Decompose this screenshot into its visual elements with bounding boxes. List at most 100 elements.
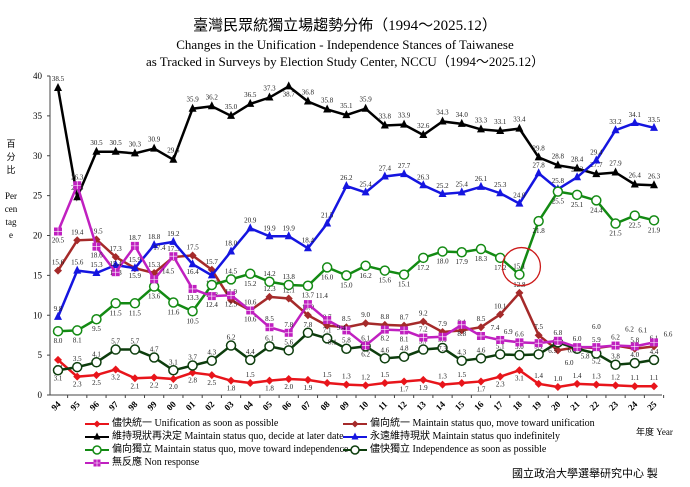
data-point [361, 381, 370, 390]
data-point-cross [534, 339, 543, 348]
data-point [129, 344, 141, 355]
data-point [610, 218, 621, 229]
series-6: 20.5 26.3 18.6 15.4 18.7 14.5 17.4 13.3 12.4 12.5… [52, 173, 673, 367]
data-point [514, 269, 525, 280]
data-label: 1.5 [380, 371, 389, 379]
data-label: 3.8 [611, 353, 620, 361]
x-tick-label: 02 [203, 399, 217, 413]
data-point [93, 459, 101, 467]
data-label: 35.1 [340, 102, 353, 110]
x-tick-label: 95 [68, 399, 82, 413]
data-label: 3.1 [54, 374, 63, 382]
data-label: 18.0 [436, 257, 449, 265]
data-point [188, 259, 197, 268]
legend-label: 儘快獨立 Independence as soon as possible [370, 444, 547, 455]
data-point [361, 319, 370, 328]
data-label: 15.1 [513, 263, 526, 271]
data-point [227, 246, 236, 255]
y-axis-label: 百分比 Percentage [4, 138, 18, 242]
data-point [398, 269, 410, 280]
data-label: 2.5 [92, 379, 101, 387]
x-tick-label: 23 [607, 399, 621, 413]
data-point [534, 379, 543, 388]
legend-item-independence-asap: 儘快獨立 Independence as soon as possible [342, 444, 546, 456]
data-label: 17.3 [167, 245, 180, 253]
data-label: 9.2 [419, 310, 428, 318]
data-label: 10.6 [244, 298, 257, 306]
data-point [227, 291, 236, 300]
data-label: 9.8 [54, 305, 63, 313]
legend-item-non-response: 無反應 Non response [84, 457, 199, 469]
data-point [380, 120, 389, 129]
data-point [400, 326, 409, 335]
data-point [110, 344, 121, 355]
series-0: 4.42.32.53.22.12.22.02.82.51.81.51.82.01… [54, 355, 659, 393]
data-point [341, 270, 352, 281]
data-point-cross [150, 275, 159, 284]
data-label: 1.8 [227, 385, 236, 393]
data-point [515, 366, 524, 375]
data-label: 8.0 [54, 337, 63, 345]
data-label: 2.3 [73, 381, 82, 389]
data-point [418, 252, 429, 264]
data-point [629, 357, 641, 369]
data-label: 1.1 [630, 374, 639, 382]
data-point [92, 267, 101, 276]
data-label: 26.3 [71, 173, 84, 181]
data-label: 8.8 [380, 313, 389, 321]
data-label: 15.0 [340, 281, 353, 289]
data-label: 36.2 [206, 93, 219, 101]
data-label: 3.1 [169, 358, 178, 366]
data-point [496, 335, 505, 344]
data-label: 9.0 [361, 311, 370, 319]
data-label: 4.6 [380, 346, 389, 354]
data-point [150, 240, 159, 249]
x-tick-label: 15 [453, 399, 467, 413]
x-tick-label: 09 [338, 399, 352, 413]
x-tick-label: 10 [357, 399, 371, 413]
data-label: 6.5 [548, 347, 557, 355]
data-point [284, 231, 293, 240]
data-point-cross [457, 320, 466, 329]
data-label: 25.3 [494, 181, 507, 189]
data-label: 24.0 [513, 192, 526, 200]
data-point [400, 169, 409, 178]
data-point [611, 125, 620, 134]
data-label: 4.3 [457, 349, 466, 357]
data-label: 2.3 [496, 381, 505, 389]
data-label: 15.2 [244, 280, 257, 288]
x-tick-label: 03 [222, 399, 236, 413]
data-point-cross [400, 326, 409, 335]
data-point [400, 377, 409, 386]
data-point-cross [342, 326, 351, 335]
data-label: 8.1 [400, 335, 409, 343]
data-point [457, 379, 466, 388]
data-label: 2.5 [207, 379, 216, 387]
data-point [437, 342, 448, 354]
data-label: 7.2 [419, 326, 428, 334]
data-label: 3.5 [73, 355, 82, 363]
data-label: 1.3 [438, 373, 447, 381]
data-point [592, 169, 601, 178]
data-point [648, 215, 660, 226]
data-label: 36.5 [244, 91, 257, 99]
data-point [496, 126, 505, 135]
data-label: 4.0 [630, 351, 639, 359]
x-tick-label: 97 [107, 399, 121, 413]
data-point [342, 110, 351, 119]
data-label: 15.6 [379, 277, 392, 285]
data-label: 25.1 [571, 201, 584, 209]
data-label: 1.5 [246, 371, 255, 379]
data-label: 12.1 [283, 287, 296, 295]
data-point [419, 333, 428, 342]
data-point [534, 152, 543, 161]
data-label: 22.5 [629, 222, 642, 230]
data-point [592, 155, 601, 164]
data-label: 6.1 [265, 334, 274, 342]
data-label: 26.4 [629, 171, 642, 179]
data-point [323, 104, 332, 113]
x-tick-label: 12 [395, 399, 409, 413]
data-point [534, 331, 543, 340]
data-point [148, 281, 160, 292]
data-point [398, 351, 410, 362]
